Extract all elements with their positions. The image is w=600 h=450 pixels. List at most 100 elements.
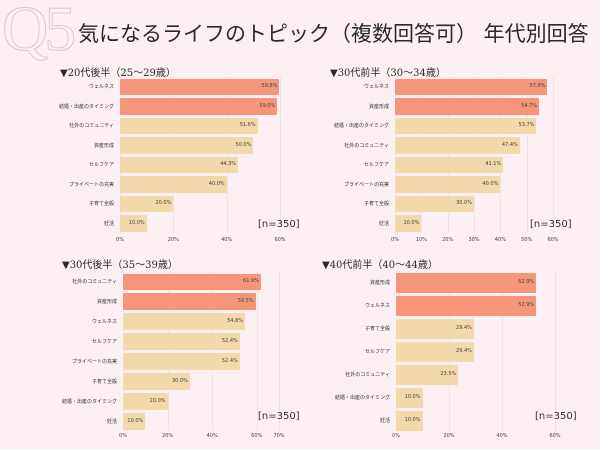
category-label: 結婚・出産のタイミング (333, 123, 389, 130)
data-label: 10.0% (403, 219, 420, 226)
bar (123, 353, 240, 370)
category-label: 結婚・出産のタイミング (334, 395, 390, 401)
gridline (502, 271, 503, 432)
chart-title: ▼30代後半（35～39歳） (62, 260, 178, 271)
data-label: 10.0% (128, 219, 145, 226)
category-label: 妊活 (378, 220, 389, 227)
bar (123, 412, 146, 430)
gridline (447, 77, 449, 233)
data-label: 40.0% (482, 180, 499, 187)
category-label: ウェルネス (364, 303, 390, 309)
sample-size-note: [n=350] (535, 411, 577, 422)
category-label: 子育て全般 (364, 326, 390, 332)
data-label: 30.0% (171, 377, 188, 384)
data-label: 20.0% (155, 200, 172, 207)
data-label: 50.0% (235, 141, 252, 148)
data-label: 52.9% (518, 302, 535, 308)
data-label: 29.4% (456, 348, 472, 354)
x-tick-label: 20% (443, 433, 455, 439)
x-tick-label: 60% (547, 237, 559, 243)
bar (395, 117, 537, 134)
sample-size-note: [n=350] (258, 411, 300, 422)
x-tick-label: 40% (206, 433, 218, 439)
x-tick-label: 40% (496, 433, 508, 439)
data-label: 59.0% (259, 102, 276, 109)
data-label: 41.1% (485, 161, 502, 168)
gridline (474, 77, 475, 233)
category-label: ウェルネス (91, 319, 117, 326)
gridline (167, 272, 169, 431)
category-label: セルフケア (91, 339, 117, 346)
data-label: 10.0% (127, 417, 144, 424)
data-label: 52.4% (221, 357, 238, 364)
bar (396, 341, 474, 362)
category-label: 資産形成 (369, 280, 390, 286)
bar (396, 364, 459, 385)
data-label: 30.0% (456, 200, 472, 207)
bar (120, 137, 254, 154)
x-tick-label: 10% (415, 237, 427, 243)
category-label: 資産形成 (93, 142, 114, 149)
x-tick-label: 30% (468, 237, 480, 243)
x-tick-label: 20% (442, 237, 454, 243)
bar (123, 313, 246, 331)
gridline (555, 271, 556, 432)
x-tick-label: 0% (391, 237, 399, 243)
category-label: セルフケア (88, 162, 114, 169)
category-label: 資産形成 (96, 299, 117, 306)
category-label: 子育て全般 (363, 201, 389, 208)
data-label: 51.6% (239, 122, 256, 129)
data-label: 54.7% (521, 102, 538, 109)
bar (395, 156, 504, 173)
gridline (173, 77, 175, 233)
bar (123, 372, 190, 390)
gridline (212, 272, 214, 431)
data-label: 57.9% (529, 83, 546, 90)
bar (120, 156, 239, 173)
data-label: 59.5% (237, 298, 254, 305)
bar (120, 98, 278, 115)
data-label: 23.5% (440, 371, 457, 377)
data-label: 59.8% (261, 83, 278, 90)
bar (395, 78, 548, 95)
bar (123, 392, 168, 410)
bar (123, 293, 256, 311)
x-tick-label: 60% (274, 237, 286, 243)
bar (396, 295, 537, 316)
data-label: 47.4% (501, 141, 518, 148)
bar (395, 98, 540, 115)
category-label: 妊活 (103, 220, 114, 227)
bar (123, 273, 261, 291)
sample-size-note: [n=350] (530, 219, 572, 230)
category-label: セルフケア (364, 349, 390, 355)
chart-title: ▼30代前半（30～34歳） (330, 68, 446, 79)
x-tick-label: 40% (221, 237, 233, 243)
bar (396, 318, 474, 339)
bar (395, 137, 520, 154)
q5-watermark: Q5 (1, 0, 76, 65)
x-tick-label: 40% (494, 237, 506, 243)
category-label: 社外のコミュニティ (72, 279, 117, 286)
x-tick-label: 20% (162, 433, 174, 439)
x-tick-label: 60% (549, 433, 561, 439)
bar (396, 410, 423, 431)
x-tick-label: 70% (273, 433, 285, 439)
bar (395, 195, 474, 212)
category-label: 社外のコミュニティ (345, 372, 390, 378)
bar (396, 272, 537, 293)
category-label: 妊活 (106, 418, 117, 425)
data-label: 10.0% (404, 417, 421, 423)
x-tick-label: 20% (167, 237, 179, 243)
gridline (500, 77, 502, 233)
bar (123, 333, 240, 350)
category-label: 結婚・出産のタイミング (58, 103, 114, 110)
gridline (123, 272, 124, 431)
category-label: 社外のコミュニティ (344, 142, 389, 149)
data-label: 54.8% (227, 318, 244, 325)
chart-title: ▼20代後半（25～29歳） (60, 68, 176, 79)
bar (120, 215, 147, 232)
category-label: セルフケア (363, 162, 389, 169)
data-label: 20.0% (149, 397, 166, 404)
data-label: 10.0% (404, 394, 421, 400)
x-tick-label: 0% (119, 433, 127, 439)
